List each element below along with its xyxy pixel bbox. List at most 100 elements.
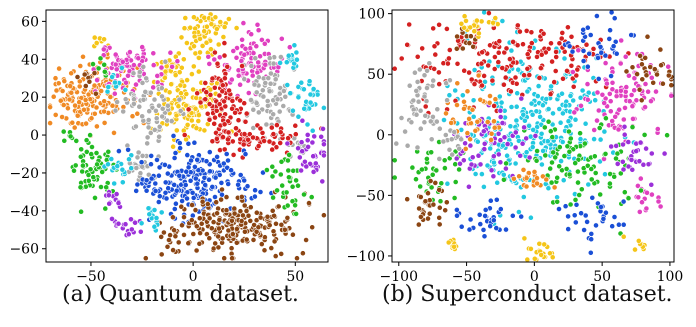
point [112,51,119,58]
point [509,212,516,219]
point [547,128,554,135]
point [176,69,183,76]
point [620,221,627,228]
point [654,71,660,78]
point [144,134,151,141]
point [588,166,595,172]
point [668,92,675,99]
point [248,31,255,38]
point [521,235,528,242]
point [437,198,444,205]
point [233,54,240,61]
point [534,54,540,60]
point [402,128,408,135]
point [590,46,597,52]
point [567,135,574,142]
point [441,157,448,164]
point [132,123,139,130]
point [413,176,419,183]
point [100,46,107,53]
point [50,93,57,100]
point [125,72,131,79]
point [120,108,127,115]
caption-superconduct: (b) Superconduct dataset. [382,282,673,307]
point [603,115,609,122]
point [56,65,62,72]
point [560,177,567,184]
point [435,69,442,76]
point [538,51,545,58]
point [540,30,547,37]
point [558,158,564,164]
point [426,60,433,67]
point [518,213,525,220]
point [561,55,568,62]
point [177,108,184,114]
point [554,174,561,181]
point [609,223,616,230]
point [596,125,603,131]
point [500,176,507,183]
point [578,102,584,109]
point [499,65,506,71]
point [98,88,105,94]
point [250,50,257,56]
point [398,55,405,62]
point [579,87,586,94]
point [490,19,496,26]
point [564,68,570,74]
point [414,79,421,85]
point [504,141,511,147]
point [638,187,644,194]
point [517,28,523,35]
point [520,111,527,118]
point [427,118,434,125]
point [514,22,521,29]
point [484,119,491,125]
point [523,149,530,156]
point [52,75,59,82]
point [146,108,153,115]
point [578,210,584,217]
point [613,155,619,162]
point [580,58,587,64]
point [169,63,175,70]
point [94,123,100,130]
point [548,40,554,47]
point [482,206,489,213]
point [551,79,558,85]
point [153,115,160,122]
point [607,27,613,34]
point [255,27,262,34]
point [101,98,108,105]
point [139,44,146,50]
point [566,171,573,178]
point [521,72,527,79]
point [497,206,504,212]
point [481,146,488,152]
point [93,40,100,46]
point [77,63,84,69]
point [454,102,460,108]
point [636,158,643,165]
point [588,230,595,237]
point [130,62,137,68]
point [493,196,500,203]
point [526,72,533,78]
point [625,139,632,145]
point [429,83,436,89]
point [430,25,437,32]
point [150,62,157,68]
point [637,139,644,146]
point [212,14,219,21]
point [521,124,527,131]
point [606,36,613,42]
cluster-6 [55,70,89,108]
point [623,84,630,90]
point [534,180,540,187]
point [430,201,437,208]
point [609,118,616,124]
point [598,49,605,56]
point [436,155,443,162]
point [531,168,538,175]
